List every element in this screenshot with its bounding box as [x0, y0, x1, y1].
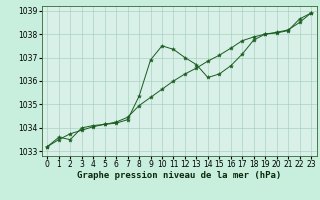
X-axis label: Graphe pression niveau de la mer (hPa): Graphe pression niveau de la mer (hPa): [77, 171, 281, 180]
